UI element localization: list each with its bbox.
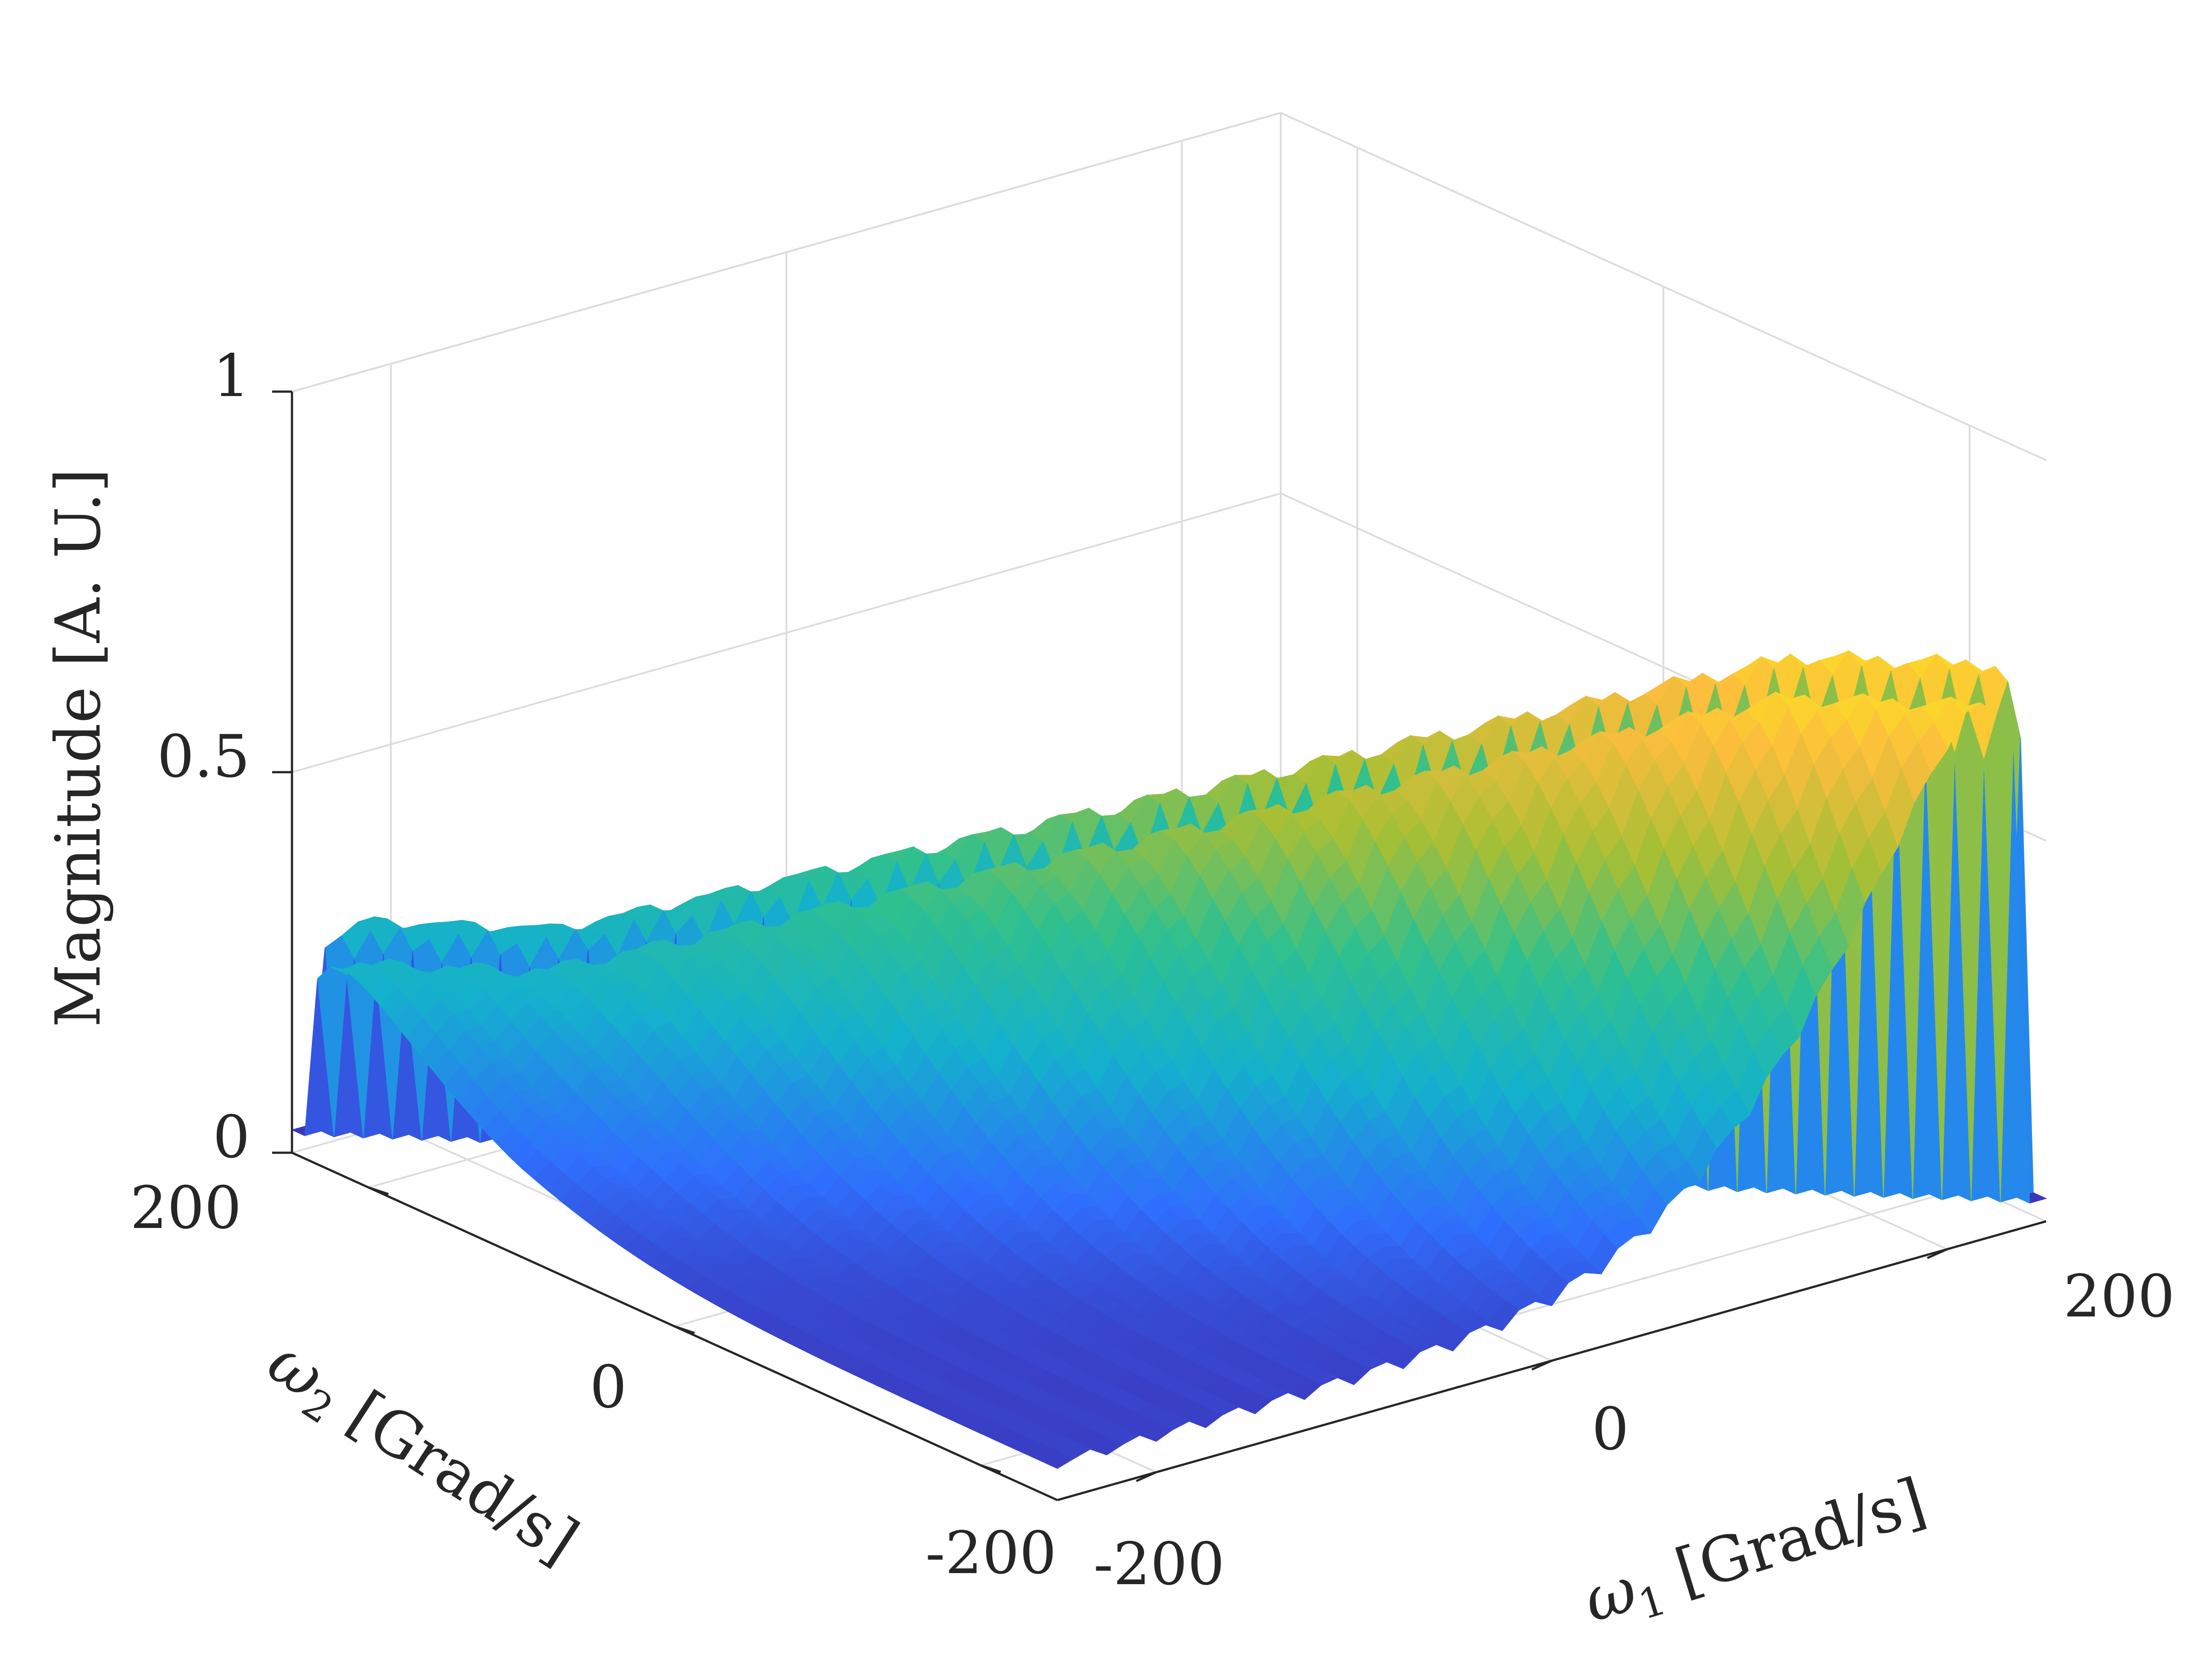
axes-layer <box>272 390 2047 1501</box>
y-axis-unit: [Grad/s] <box>319 1367 591 1578</box>
x-axis-symbol: ω <box>1575 1553 1645 1637</box>
y-axis-label: ω2 [Grad/s] <box>251 1325 590 1584</box>
z-tick-label: 0 <box>213 1103 250 1171</box>
x-tick-label: 200 <box>2063 1262 2175 1331</box>
x-axis-unit: [Grad/s] <box>1648 1465 1934 1614</box>
y-tick-label: 200 <box>130 1174 242 1242</box>
grid-line <box>292 112 1281 393</box>
surface-patch <box>1044 1452 1075 1469</box>
x-tick-label: 0 <box>1592 1395 1629 1463</box>
z-axis-label: Magnitude [A. U.] <box>42 468 115 1027</box>
z-tick-label: 0.5 <box>157 723 250 791</box>
y-tick-mark <box>980 1464 1001 1473</box>
y-tick-mark <box>368 1186 389 1195</box>
z-tick-label: 1 <box>213 342 250 410</box>
y-tick-label: 0 <box>590 1353 627 1421</box>
x-tick-mark <box>1927 1248 1948 1259</box>
x-tick-mark <box>1136 1471 1157 1482</box>
grid-line <box>1280 112 2047 461</box>
surface-layer <box>291 650 2047 1469</box>
x-tick-mark <box>1531 1359 1552 1371</box>
x-tick-label: -200 <box>1094 1530 1225 1598</box>
x-axis-label: ω1 [Grad/s] <box>1575 1465 1936 1643</box>
y-tick-mark <box>674 1325 695 1334</box>
y-tick-label: -200 <box>926 1519 1057 1587</box>
